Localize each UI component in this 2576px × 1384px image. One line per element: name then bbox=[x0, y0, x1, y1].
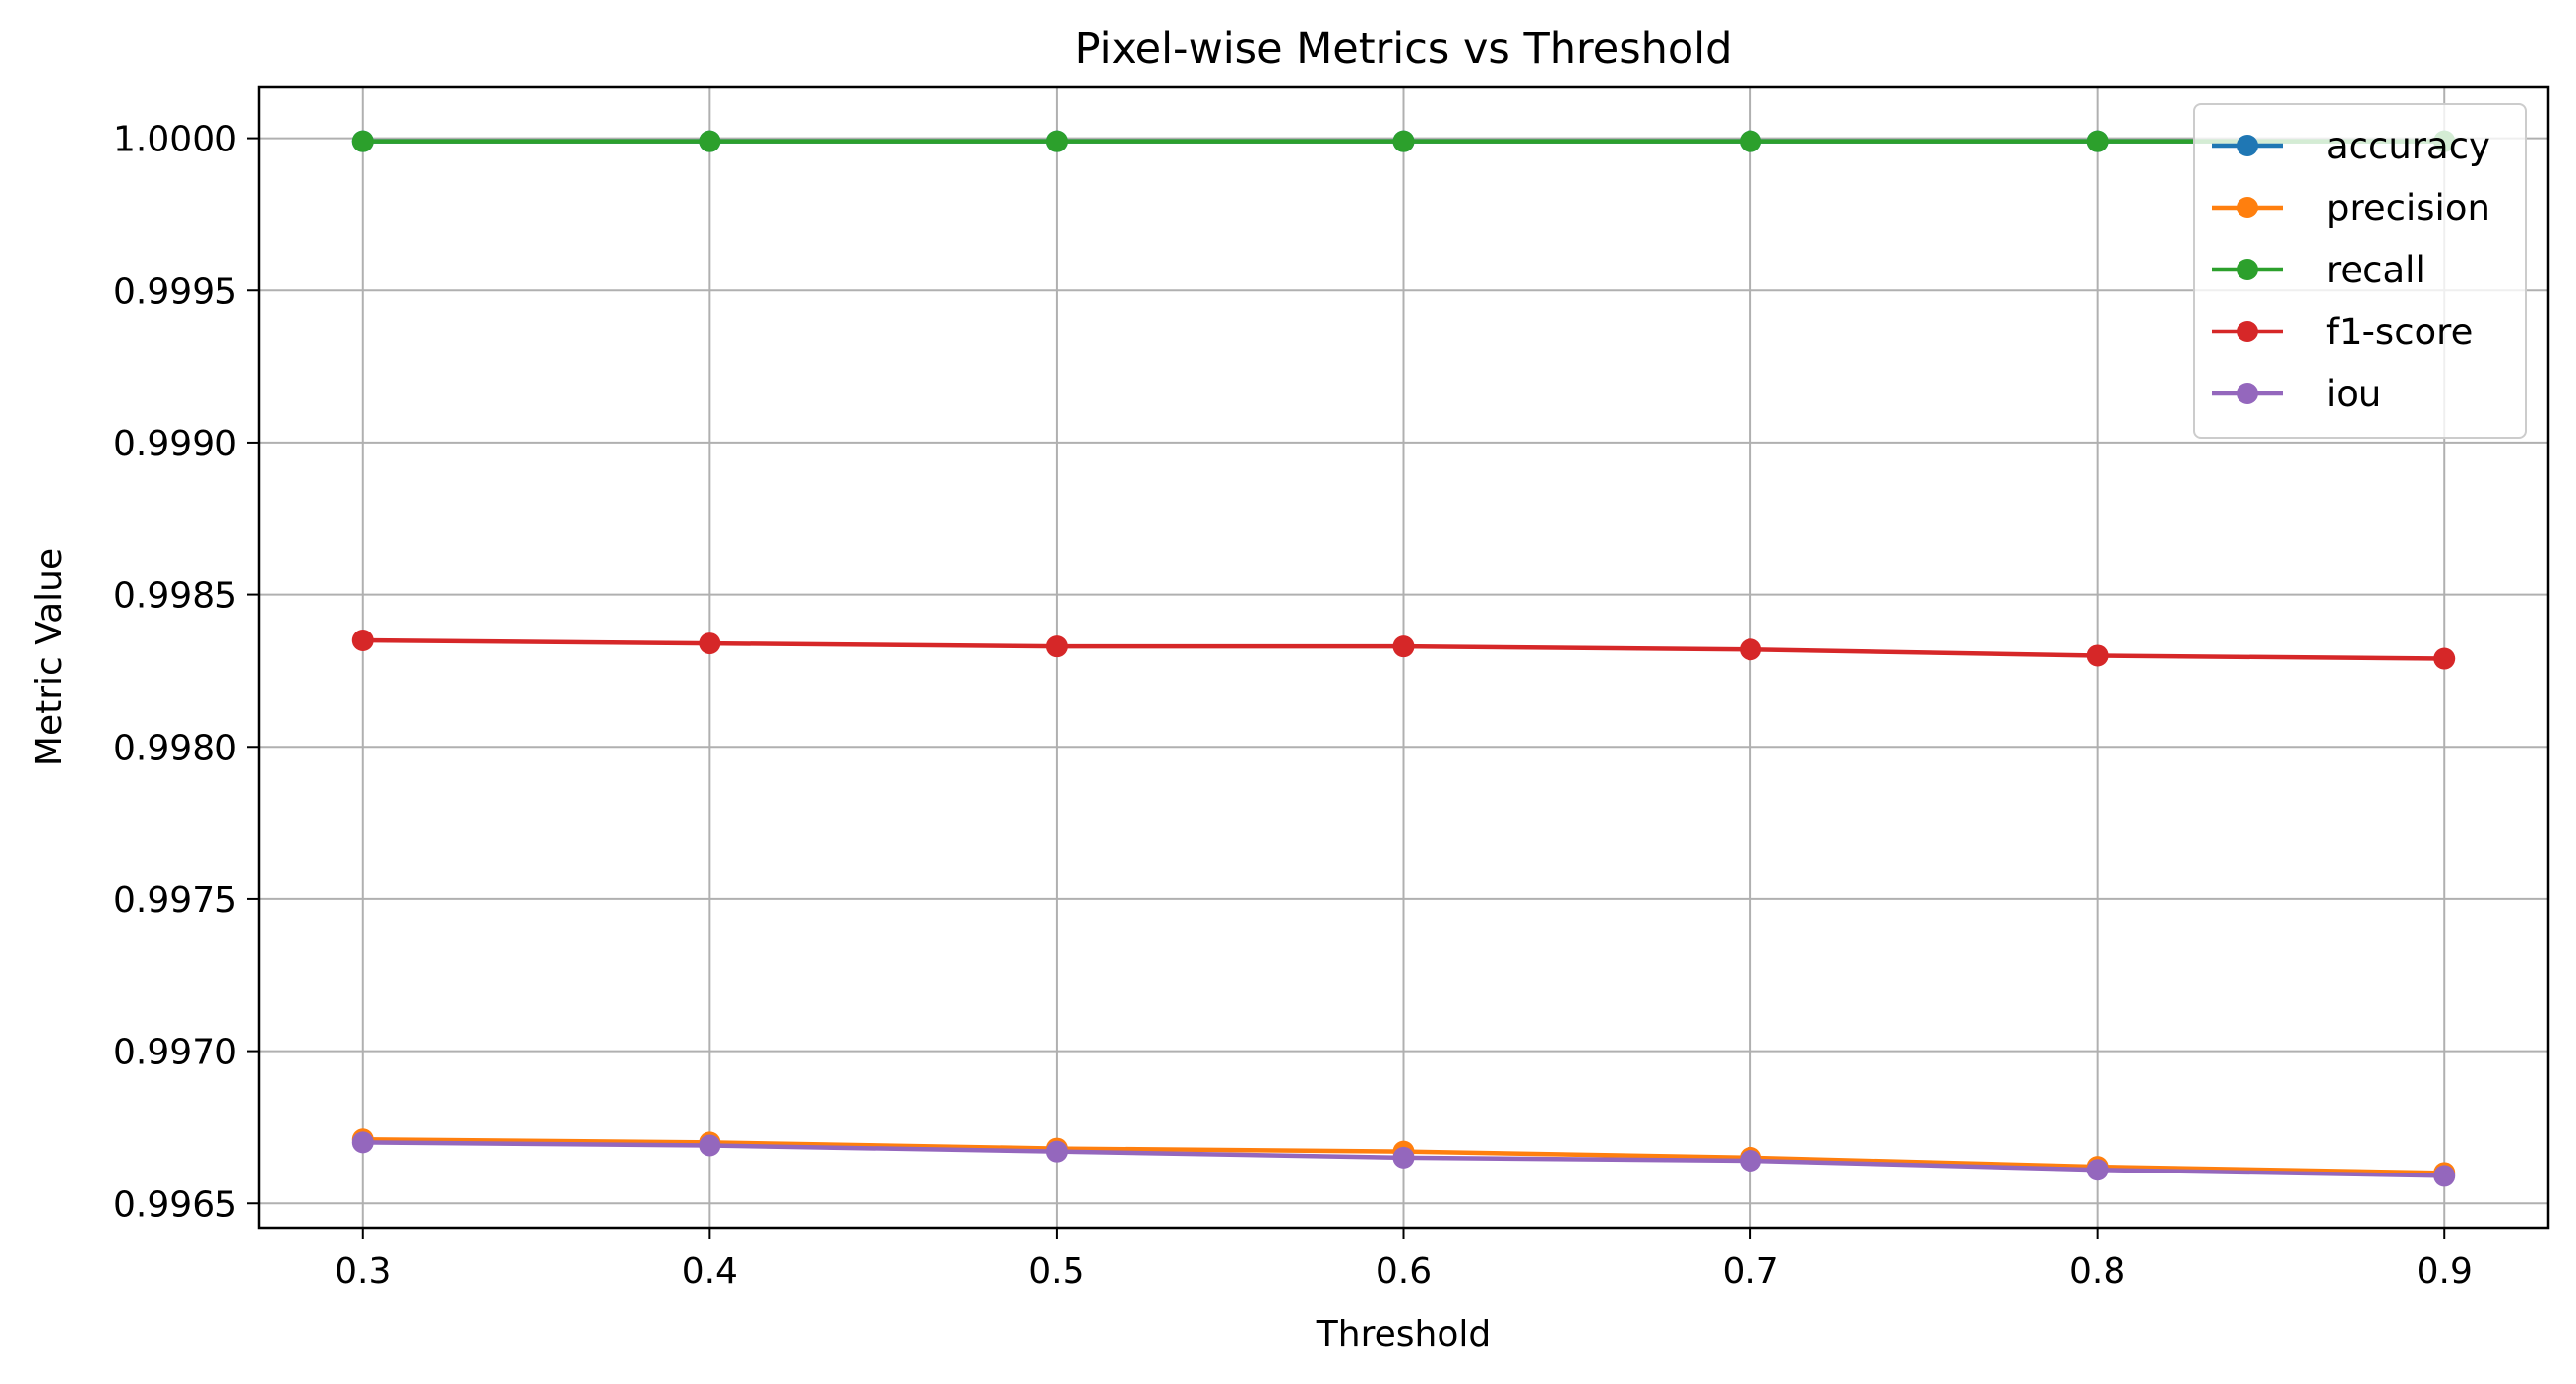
chart-title: Pixel-wise Metrics vs Threshold bbox=[1075, 25, 1733, 74]
y-tick-label: 0.9965 bbox=[113, 1184, 237, 1225]
x-axis-label: Threshold bbox=[1316, 1314, 1491, 1354]
data-point-f1-score bbox=[1740, 638, 1762, 661]
y-tick-label: 0.9985 bbox=[113, 576, 237, 617]
legend-swatch-marker bbox=[2237, 383, 2258, 404]
data-point-recall bbox=[2086, 130, 2109, 152]
data-point-iou bbox=[1392, 1146, 1415, 1169]
y-tick-label: 0.9980 bbox=[113, 728, 237, 768]
series-f1-score bbox=[351, 629, 2456, 670]
legend-label: iou bbox=[2326, 373, 2381, 415]
legend-item-iou: iou bbox=[2212, 373, 2381, 415]
data-point-recall bbox=[699, 130, 721, 152]
x-tick-label: 0.6 bbox=[1376, 1251, 1432, 1292]
data-point-f1-score bbox=[699, 632, 721, 655]
legend-swatch-marker bbox=[2237, 197, 2258, 218]
legend-label: precision bbox=[2326, 187, 2490, 229]
data-point-f1-score bbox=[1392, 635, 1415, 658]
data-point-iou bbox=[699, 1134, 721, 1157]
legend-item-recall: recall bbox=[2212, 249, 2425, 291]
legend-item-accuracy: accuracy bbox=[2212, 125, 2490, 167]
y-tick-label: 1.0000 bbox=[113, 120, 237, 160]
legend-box bbox=[2193, 103, 2527, 439]
data-point-recall bbox=[1392, 130, 1415, 152]
series-iou bbox=[351, 1131, 2456, 1187]
series-recall bbox=[351, 130, 2456, 152]
legend-swatch-marker bbox=[2237, 259, 2258, 280]
legend-swatch-marker bbox=[2237, 135, 2258, 156]
data-point-f1-score bbox=[2086, 644, 2109, 667]
data-point-f1-score bbox=[351, 629, 374, 651]
y-tick-label: 0.9990 bbox=[113, 424, 237, 464]
legend-label: recall bbox=[2326, 249, 2425, 291]
data-point-iou bbox=[1740, 1149, 1762, 1172]
x-tick-label: 0.5 bbox=[1028, 1251, 1084, 1292]
x-tick-label: 0.7 bbox=[1722, 1251, 1778, 1292]
data-point-recall bbox=[351, 130, 374, 152]
y-tick-label: 0.9975 bbox=[113, 880, 237, 921]
x-tick-label: 0.3 bbox=[335, 1251, 391, 1292]
data-point-recall bbox=[1045, 130, 1068, 152]
y-tick-label: 0.9995 bbox=[113, 271, 237, 312]
data-point-iou bbox=[1045, 1140, 1068, 1163]
legend-label: f1-score bbox=[2326, 311, 2473, 353]
legend-swatch-marker bbox=[2237, 321, 2258, 342]
x-tick-label: 0.4 bbox=[682, 1251, 738, 1292]
legend-label: accuracy bbox=[2326, 125, 2490, 167]
data-point-iou bbox=[2433, 1165, 2456, 1187]
y-axis-label: Metric Value bbox=[30, 548, 70, 766]
data-point-iou bbox=[351, 1131, 374, 1154]
legend-item-f1-score: f1-score bbox=[2212, 311, 2473, 353]
data-point-f1-score bbox=[2433, 647, 2456, 670]
y-tick-label: 0.9970 bbox=[113, 1033, 237, 1073]
data-point-recall bbox=[1740, 130, 1762, 152]
x-tick-label: 0.9 bbox=[2417, 1251, 2473, 1292]
series-lines bbox=[351, 130, 2456, 1187]
axis-ticks: 0.3 0.4 0.5 0.6 0.7 0.8 0.9 0.9965 0.9970 0.9975 0… bbox=[113, 120, 2473, 1292]
data-point-iou bbox=[2086, 1159, 2109, 1181]
legend: accuracy precision recall f1-score iou bbox=[2193, 103, 2527, 439]
data-point-f1-score bbox=[1045, 635, 1068, 658]
x-tick-label: 0.8 bbox=[2069, 1251, 2125, 1292]
legend-item-precision: precision bbox=[2212, 187, 2490, 229]
